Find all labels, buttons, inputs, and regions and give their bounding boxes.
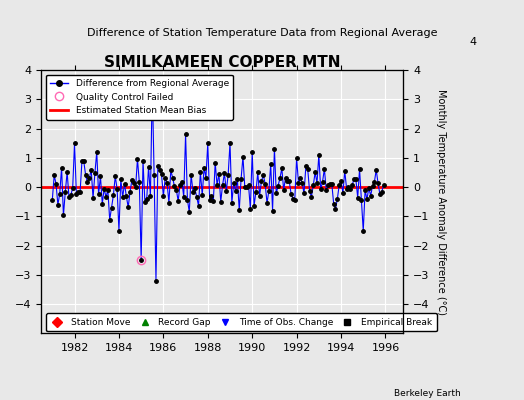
Y-axis label: Monthly Temperature Anomaly Difference (°C): Monthly Temperature Anomaly Difference (… bbox=[436, 89, 446, 315]
Text: Berkeley Earth: Berkeley Earth bbox=[395, 389, 461, 398]
Title: SIMILKAMEEN COPPER MTN: SIMILKAMEEN COPPER MTN bbox=[104, 55, 341, 70]
Text: Difference of Station Temperature Data from Regional Average: Difference of Station Temperature Data f… bbox=[87, 28, 437, 38]
Text: 4: 4 bbox=[469, 37, 476, 47]
Legend: Station Move, Record Gap, Time of Obs. Change, Empirical Break: Station Move, Record Gap, Time of Obs. C… bbox=[46, 313, 437, 331]
